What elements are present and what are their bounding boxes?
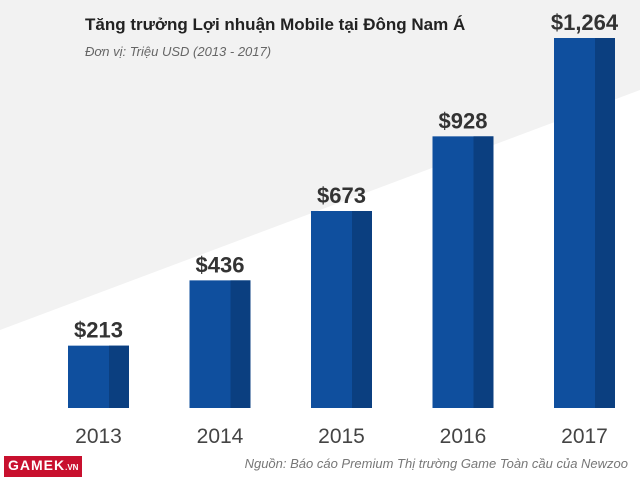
bar-shade-2016 (473, 136, 494, 408)
value-label-2014: $436 (196, 252, 245, 277)
chart-title: Tăng trưởng Lợi nhuận Mobile tại Đông Na… (85, 15, 466, 34)
chart-subtitle: Đơn vị: Triệu USD (2013 - 2017) (85, 44, 272, 59)
x-tick-2017: 2017 (561, 425, 608, 448)
value-label-2013: $213 (74, 318, 123, 343)
x-tick-2015: 2015 (318, 425, 365, 448)
bar-shade-2013 (109, 345, 129, 408)
x-tick-2014: 2014 (197, 425, 244, 448)
bar-shade-2015 (352, 210, 372, 408)
value-label-2017: $1,264 (551, 10, 619, 35)
x-tick-2013: 2013 (75, 425, 122, 448)
value-label-2015: $673 (317, 183, 366, 208)
value-label-2016: $928 (439, 108, 488, 133)
bar-shade-2017 (595, 38, 615, 408)
source-note: Nguồn: Báo cáo Premium Thị trường Game T… (244, 456, 628, 471)
gamek-logo: GAMEK.VN (4, 456, 83, 477)
x-tick-2016: 2016 (440, 425, 487, 448)
bar-shade-2014 (230, 280, 251, 408)
